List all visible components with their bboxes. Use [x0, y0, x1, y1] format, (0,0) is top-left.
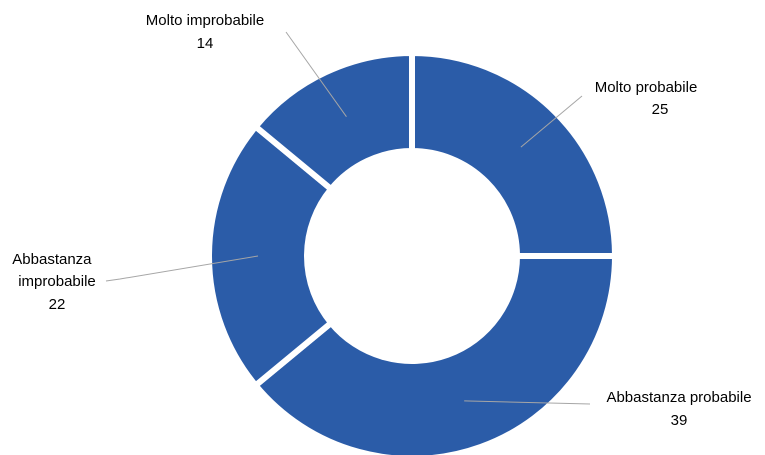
leader-line-molto-probabile: [520, 95, 583, 148]
slice-label-line-1: Abbastanza: [12, 251, 92, 268]
slice-value-abbastanza-probabile: 39: [671, 412, 688, 429]
slice-label-abbastanza-probabile: Abbastanza probabile: [606, 389, 751, 406]
leader-line-abbastanza-improbabile: [105, 255, 259, 282]
donut-slice-molto-probabile: [409, 49, 619, 259]
slice-value-molto-improbabile: 14: [197, 35, 214, 52]
leader-lines: [105, 31, 591, 405]
slice-label-abbastanza-improbabile: Abbastanza improbabile: [12, 251, 95, 290]
donut-slice-abbastanza-improbabile: [206, 122, 336, 390]
slice-label-molto-probabile: Molto probabile: [595, 79, 698, 96]
slice-value-abbastanza-improbabile: 22: [49, 296, 66, 313]
leader-line-molto-improbabile: [285, 31, 347, 117]
slice-label-molto-improbabile: Molto improbabile: [146, 12, 264, 29]
slice-label-line-2: improbabile: [18, 273, 96, 290]
slice-value-molto-probabile: 25: [652, 101, 669, 118]
donut-slices: [206, 49, 619, 455]
leader-line-abbastanza-probabile: [464, 400, 591, 405]
donut-slice-molto-improbabile: [251, 49, 415, 194]
donut-slice-abbastanza-probabile: [251, 253, 619, 455]
